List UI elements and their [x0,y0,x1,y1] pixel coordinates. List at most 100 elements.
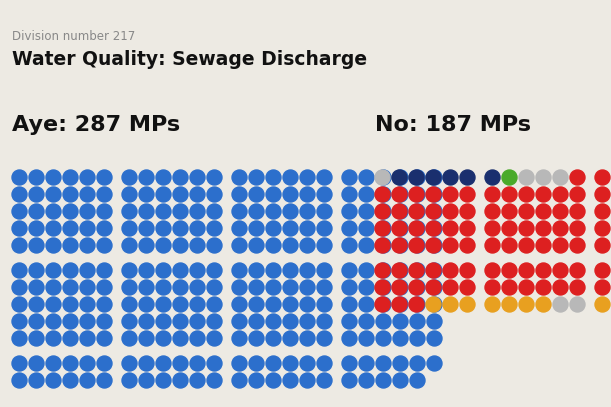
Circle shape [80,314,95,329]
Circle shape [502,238,517,253]
Circle shape [427,314,442,329]
Circle shape [266,204,281,219]
Circle shape [122,263,137,278]
Circle shape [427,331,442,346]
Circle shape [207,280,222,295]
Circle shape [156,314,171,329]
Circle shape [502,221,517,236]
Circle shape [553,297,568,312]
Circle shape [342,297,357,312]
Circle shape [12,263,27,278]
Circle shape [122,314,137,329]
Circle shape [359,331,374,346]
Circle shape [595,221,610,236]
Circle shape [553,204,568,219]
Circle shape [570,221,585,236]
Circle shape [249,221,264,236]
Circle shape [232,170,247,185]
Circle shape [122,170,137,185]
Circle shape [595,204,610,219]
Circle shape [570,238,585,253]
Circle shape [156,373,171,388]
Circle shape [426,238,441,253]
Circle shape [376,297,391,312]
Circle shape [139,263,154,278]
Circle shape [409,204,424,219]
Circle shape [80,356,95,371]
Circle shape [266,187,281,202]
Circle shape [519,204,534,219]
Circle shape [485,170,500,185]
Circle shape [426,170,441,185]
Circle shape [393,204,408,219]
Circle shape [173,331,188,346]
Circle shape [359,373,374,388]
Circle shape [46,356,61,371]
Circle shape [80,204,95,219]
Circle shape [29,263,44,278]
Circle shape [393,314,408,329]
Circle shape [317,263,332,278]
Circle shape [249,238,264,253]
Circle shape [190,373,205,388]
Circle shape [460,263,475,278]
Circle shape [97,221,112,236]
Circle shape [342,263,357,278]
Circle shape [393,297,408,312]
Circle shape [485,297,500,312]
Circle shape [300,280,315,295]
Circle shape [410,221,425,236]
Circle shape [46,170,61,185]
Circle shape [207,373,222,388]
Circle shape [190,331,205,346]
Circle shape [317,297,332,312]
Circle shape [29,331,44,346]
Circle shape [410,263,425,278]
Circle shape [410,238,425,253]
Circle shape [207,204,222,219]
Circle shape [426,263,441,278]
Circle shape [393,221,408,236]
Circle shape [485,221,500,236]
Circle shape [485,204,500,219]
Circle shape [300,204,315,219]
Circle shape [232,280,247,295]
Circle shape [173,187,188,202]
Circle shape [190,297,205,312]
Circle shape [375,297,390,312]
Circle shape [376,373,391,388]
Circle shape [443,263,458,278]
Text: Aye: 287 MPs: Aye: 287 MPs [12,115,180,135]
Circle shape [300,170,315,185]
Circle shape [570,170,585,185]
Circle shape [139,187,154,202]
Circle shape [427,280,442,295]
Circle shape [190,314,205,329]
Text: Division number 217: Division number 217 [12,30,135,43]
Circle shape [392,280,407,295]
Circle shape [29,221,44,236]
Circle shape [80,373,95,388]
Circle shape [63,263,78,278]
Circle shape [359,297,374,312]
Circle shape [342,170,357,185]
Circle shape [29,280,44,295]
Circle shape [393,238,408,253]
Circle shape [97,280,112,295]
Circle shape [409,187,424,202]
Circle shape [207,331,222,346]
Circle shape [63,221,78,236]
Circle shape [139,373,154,388]
Circle shape [317,356,332,371]
Circle shape [570,280,585,295]
Circle shape [190,238,205,253]
Circle shape [595,280,610,295]
Circle shape [80,280,95,295]
Circle shape [443,187,458,202]
Circle shape [249,297,264,312]
Circle shape [283,314,298,329]
Circle shape [97,356,112,371]
Circle shape [342,314,357,329]
Circle shape [359,170,374,185]
Circle shape [139,170,154,185]
